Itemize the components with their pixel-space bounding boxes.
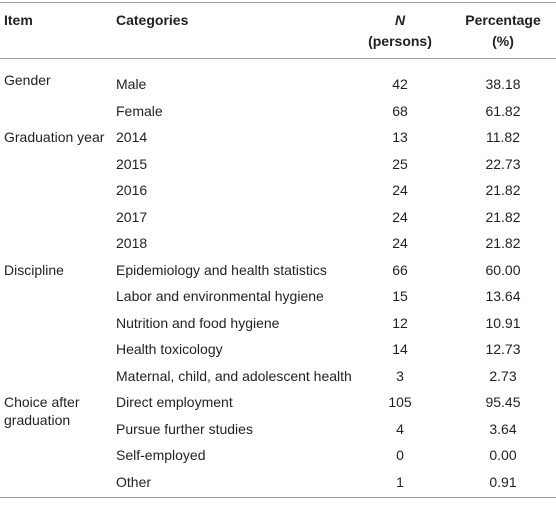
header-text: Item: [4, 12, 33, 28]
percentage-cell: 22.73: [485, 155, 521, 172]
table-row: Choice after graduation Direct employment…: [0, 389, 556, 428]
category-cell: Other: [116, 473, 152, 490]
header-cell: Percentage (%): [450, 3, 556, 59]
table-row: 2017 24 21.82: [0, 204, 556, 231]
category-cell: Direct employment: [116, 394, 233, 411]
header-text: Percentage: [465, 12, 541, 28]
header-cell: Categories: [112, 3, 350, 59]
count-cell: 68: [392, 102, 408, 119]
table-header: Item Categories N (persons) Percentage (%): [0, 2, 556, 59]
percentage-cell: 11.82: [486, 129, 520, 146]
percentage-cell: 60.00: [485, 261, 521, 278]
header-text: N: [394, 12, 406, 28]
table-row: Gender Male 42 38.18: [0, 59, 556, 98]
category-cell: Epidemiology and health statistics: [116, 261, 327, 278]
item-cell: Discipline: [4, 261, 64, 278]
percentage-cell: 61.82: [485, 102, 521, 119]
percentage-cell: 3.64: [489, 420, 517, 437]
table-row: Nutrition and food hygiene 12 10.91: [0, 310, 556, 337]
percentage-cell: 38.18: [485, 76, 521, 93]
count-cell: 24: [392, 208, 408, 225]
count-cell: 14: [392, 341, 408, 358]
header-cell: N (persons): [350, 3, 450, 59]
table-row: Maternal, child, and adolescent health 3 2…: [0, 363, 556, 390]
category-cell: 2015: [116, 155, 148, 172]
percentage-cell: 21.82: [485, 208, 521, 225]
category-cell: Nutrition and food hygiene: [116, 314, 280, 331]
table-row: 2015 25 22.73: [0, 151, 556, 178]
item-cell: Choice after graduation: [4, 394, 80, 428]
percentage-cell: 12.73: [485, 341, 521, 358]
percentage-cell: 13.64: [485, 288, 521, 305]
count-cell: 12: [392, 314, 408, 331]
count-cell: 24: [392, 182, 408, 199]
category-cell: Female: [116, 102, 163, 119]
table-row: Discipline Epidemiology and health statis…: [0, 257, 556, 284]
count-cell: 105: [388, 394, 412, 411]
count-cell: 3: [396, 367, 404, 384]
table-row: Pursue further studies 4 3.64: [0, 416, 556, 443]
category-cell: 2014: [116, 129, 148, 146]
table-row: Female 68 61.82: [0, 98, 556, 125]
header-text: (%): [492, 33, 514, 49]
table-row: Health toxicology 14 12.73: [0, 336, 556, 363]
item-cell: Graduation year: [4, 129, 105, 145]
table-row: Graduation year 2014 13 11.82: [0, 124, 556, 151]
category-cell: Pursue further studies: [116, 420, 253, 437]
percentage-cell: 2.73: [489, 367, 517, 384]
header-cell: Item: [0, 3, 112, 59]
table-row: Self-employed 0 0.00: [0, 442, 556, 469]
count-cell: 4: [396, 420, 404, 437]
percentage-cell: 95.45: [485, 394, 521, 411]
table-row: 2018 24 21.82: [0, 230, 556, 257]
count-cell: 66: [392, 261, 408, 278]
count-cell: 42: [392, 76, 408, 93]
percentage-cell: 0.00: [489, 447, 517, 464]
header-row: Item Categories N (persons) Percentage (%): [0, 2, 556, 59]
category-cell: Health toxicology: [116, 341, 223, 358]
percentage-cell: 0.91: [489, 473, 517, 490]
table-row: Labor and environmental hygiene 15 13.64: [0, 283, 556, 310]
count-cell: 15: [392, 288, 408, 305]
item-cell: Gender: [4, 72, 51, 88]
percentage-cell: 21.82: [485, 182, 521, 199]
count-cell: 1: [396, 473, 404, 490]
table-row: Other 1 0.91: [0, 469, 556, 498]
category-cell: 2018: [116, 235, 148, 252]
category-cell: Male: [116, 76, 147, 93]
table-body: Gender Male 42 38.18 Female 68 61.82 Graduation…: [0, 59, 556, 498]
data-table: Item Categories N (persons) Percentage (%) Ge…: [0, 2, 556, 498]
category-cell: Labor and environmental hygiene: [116, 288, 324, 305]
count-cell: 0: [396, 447, 404, 464]
percentage-cell: 21.82: [485, 235, 521, 252]
count-cell: 13: [392, 129, 408, 146]
category-cell: 2016: [116, 182, 148, 199]
category-cell: Self-employed: [116, 447, 206, 464]
category-cell: Maternal, child, and adolescent health: [116, 367, 352, 384]
header-text: (persons): [368, 33, 432, 49]
header-text: Categories: [116, 12, 189, 28]
table-row: 2016 24 21.82: [0, 177, 556, 204]
count-cell: 25: [392, 155, 408, 172]
category-cell: 2017: [116, 208, 148, 225]
percentage-cell: 10.91: [485, 314, 521, 331]
count-cell: 24: [392, 235, 408, 252]
